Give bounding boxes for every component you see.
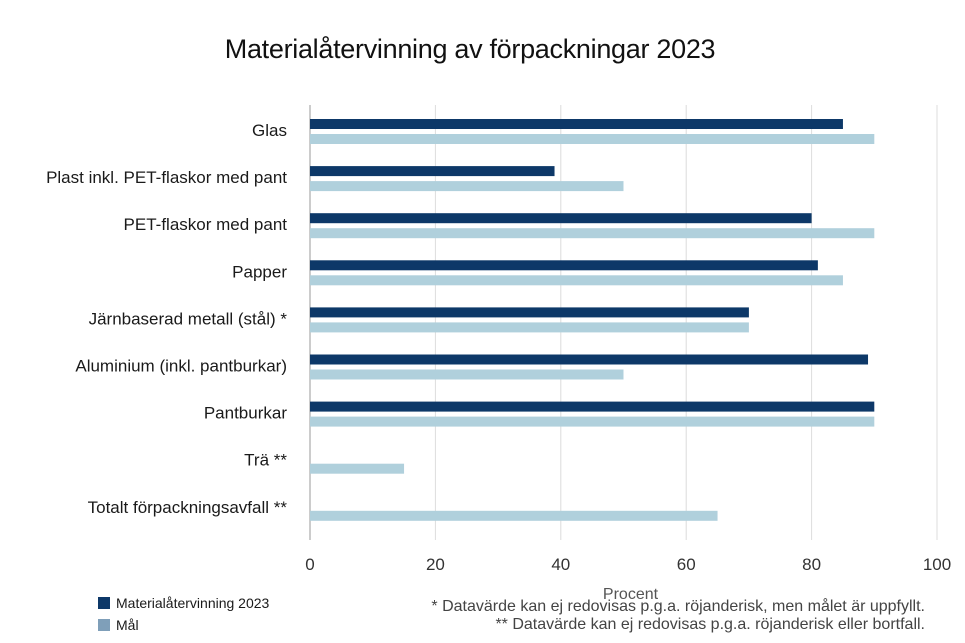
footnote-1: * Datavärde kan ej redovisas p.g.a. röja… [431, 598, 925, 615]
legend: Materialåtervinning 2023 Mål [98, 592, 269, 636]
bar-target-4 [310, 275, 843, 286]
bar-result-1 [310, 119, 843, 129]
bar-target-9 [310, 510, 718, 521]
category-label-2: Plast inkl. PET-flaskor med pant [46, 168, 287, 187]
bar-target-8 [310, 463, 405, 474]
legend-label-series-1: Materialåtervinning 2023 [116, 595, 270, 611]
legend-item-series-2[interactable]: Mål [98, 614, 269, 636]
bar-result-4 [310, 260, 818, 271]
chart-title: Materialåtervinning av förpackningar 202… [224, 34, 716, 64]
x-tick-label-60: 60 [677, 555, 696, 574]
legend-label-series-2: Mål [116, 617, 139, 633]
x-tick-label-100: 100 [923, 555, 951, 574]
bar-result-5 [310, 307, 749, 318]
legend-swatch-series-2 [98, 619, 110, 631]
bar-result-3 [310, 213, 812, 224]
x-tick-label-0: 0 [305, 555, 314, 574]
legend-item-series-1[interactable]: Materialåtervinning 2023 [98, 592, 269, 614]
bar-target-2 [310, 181, 624, 192]
category-label-7: Pantburkar [204, 404, 287, 423]
x-axis-label: Procent [603, 586, 659, 603]
bar-target-6 [310, 369, 624, 380]
category-label-8: Trä ** [244, 451, 287, 470]
bar-target-5 [310, 322, 749, 333]
bar-target-1 [310, 134, 875, 144]
category-label-6: Aluminium (inkl. pantburkar) [75, 357, 287, 376]
category-label-3: PET-flaskor med pant [124, 215, 288, 234]
bar-result-2 [310, 166, 555, 177]
category-label-1: Glas [252, 121, 287, 140]
footnotes: * Datavärde kan ej redovisas p.g.a. röja… [431, 598, 925, 634]
category-label-9: Totalt förpackningsavfall ** [88, 498, 288, 517]
bar-result-7 [310, 401, 875, 412]
legend-swatch-series-1 [98, 597, 110, 609]
bar-target-7 [310, 416, 875, 427]
category-label-4: Papper [232, 262, 287, 281]
footnote-2: ** Datavärde kan ej redovisas p.g.a. röj… [495, 616, 925, 633]
x-tick-label-20: 20 [426, 555, 445, 574]
x-tick-label-40: 40 [551, 555, 570, 574]
bar-result-6 [310, 354, 869, 365]
x-tick-label-80: 80 [802, 555, 821, 574]
category-label-5: Järnbaserad metall (stål) * [89, 309, 288, 328]
bar-target-3 [310, 228, 875, 239]
